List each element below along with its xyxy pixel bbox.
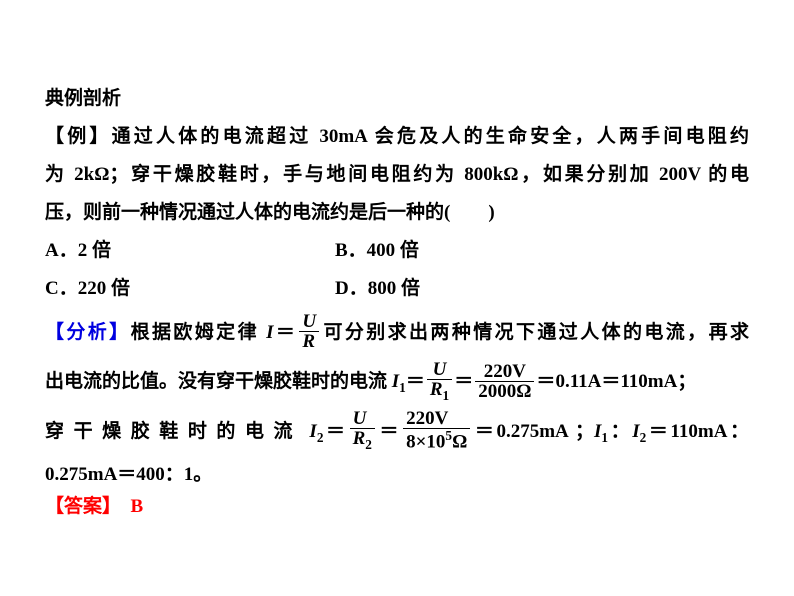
option-c: C．220 倍	[45, 270, 335, 308]
answer-label: 【答案】	[45, 496, 112, 517]
fraction-ur2: UR2	[350, 409, 375, 451]
eq-sign-4: ＝	[323, 421, 347, 442]
result-0275: 0.275mA	[496, 421, 567, 442]
analysis-seg3: 出电流的比值。没有穿干燥胶鞋时的电流	[45, 371, 392, 392]
semicolon-2: ；	[568, 421, 594, 442]
fraction-220-2000: 220V2000Ω	[475, 362, 534, 401]
answer-line: 【答案】 B	[45, 494, 749, 521]
options-row-2: C．220 倍 D．800 倍	[45, 270, 749, 308]
ratio-i2: I	[632, 421, 639, 442]
section-title: 典例剖析	[45, 80, 749, 118]
var-I2: I	[309, 421, 316, 442]
eq-sign-1: ＝	[406, 371, 425, 392]
var-I: I	[266, 322, 273, 343]
frac-den-2000: 2000Ω	[475, 382, 534, 401]
eq-sign: ＝	[274, 322, 298, 343]
eq-sign-5: ＝	[377, 421, 401, 442]
frac-num-u: U	[299, 312, 319, 332]
q-text-1: 通过人体的电流超过 30mA 会危及人的生命安全，人两手间电阻约	[112, 126, 749, 147]
ratio-colon2: ：	[727, 421, 749, 442]
analysis-line-3: 穿干燥胶鞋时的电流 I2＝UR2＝220V8×105Ω＝0.275mA ；I1：…	[45, 407, 749, 456]
fraction-220-8e5: 220V8×105Ω	[403, 409, 470, 451]
semicolon-1: ；	[677, 371, 696, 392]
frac-den-r: R	[299, 332, 319, 351]
analysis-seg4-spread: 穿干燥胶鞋时的电流	[45, 421, 302, 442]
answer-value: B	[131, 496, 144, 517]
frac-den-r1: R1	[427, 380, 452, 402]
analysis-line-4: 0.275mA＝400：1。	[45, 456, 749, 494]
analysis-line-1: 【分析】根据欧姆定律 I＝UR可分别求出两种情况下通过人体的电流，再求	[45, 308, 749, 357]
question-line-3: 压，则前一种情况通过人体的电流约是后一种的( )	[45, 194, 749, 232]
ratio-colon1: ：	[608, 421, 632, 442]
frac-num-u2: U	[350, 409, 375, 429]
question-line-1: 【例】通过人体的电流超过 30mA 会危及人的生命安全，人两手间电阻约	[45, 118, 749, 156]
question-line-2: 为 2kΩ；穿干燥胶鞋时，手与地间电阻约为 800kΩ，如果分别加 200V 的…	[45, 156, 749, 194]
option-a: A．2 倍	[45, 232, 335, 270]
ratio-eq: ＝	[646, 421, 670, 442]
fraction-ur: UR	[299, 312, 319, 351]
analysis-label: 【分析】	[45, 322, 131, 343]
frac-num-u1: U	[427, 360, 452, 380]
frac-num-220v: 220V	[475, 362, 534, 382]
sub-1: 1	[399, 380, 406, 395]
example-label: 【例】	[45, 126, 112, 147]
option-b: B．400 倍	[335, 232, 419, 270]
analysis-line-2: 出电流的比值。没有穿干燥胶鞋时的电流 I1＝UR1＝220V2000Ω＝0.11…	[45, 357, 749, 406]
frac-num-220v-2: 220V	[403, 409, 470, 429]
ratio-v1: 110mA	[670, 421, 727, 442]
analysis-seg1: 根据欧姆定律	[131, 322, 267, 343]
frac-den-8e5: 8×105Ω	[403, 429, 470, 451]
options-row-1: A．2 倍 B．400 倍	[45, 232, 749, 270]
frac-den-r2: R2	[350, 429, 375, 451]
option-d: D．800 倍	[335, 270, 420, 308]
eq-sign-2: ＝	[454, 371, 473, 392]
result-110: 0.11A＝110mA	[555, 371, 677, 392]
eq-sign-3: ＝	[536, 371, 555, 392]
fraction-ur1: UR1	[427, 360, 452, 402]
analysis-seg2: 可分别求出两种情况下通过人体的电流，再求	[321, 322, 749, 343]
eq-sign-6: ＝	[472, 421, 496, 442]
